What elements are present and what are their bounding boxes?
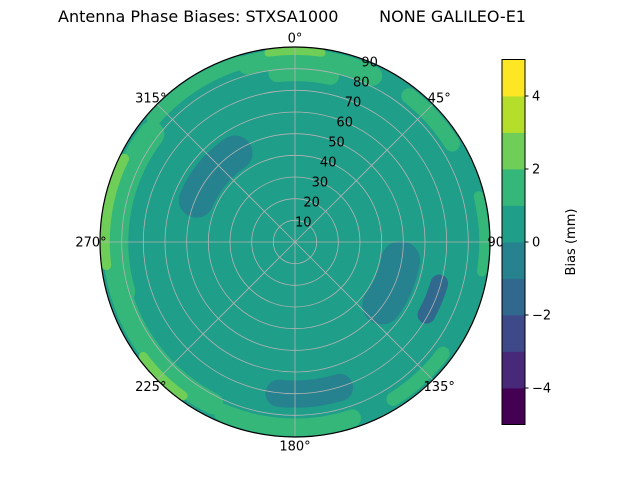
colorbar-tick-label: −4 bbox=[532, 382, 551, 397]
r-tick-label: 50 bbox=[328, 135, 345, 150]
theta-tick-label: 315° bbox=[135, 91, 166, 106]
colorbar-band bbox=[502, 132, 525, 170]
contour-region bbox=[100, 153, 129, 271]
contour-region bbox=[401, 88, 460, 152]
colorbar-band bbox=[502, 59, 525, 97]
colorbar-tick-label: −2 bbox=[532, 309, 551, 324]
theta-tick-label: 225° bbox=[135, 380, 166, 395]
r-tick-label: 20 bbox=[303, 196, 320, 211]
theta-tick-label: 180° bbox=[279, 440, 310, 455]
theta-tick-label: 135° bbox=[424, 380, 455, 395]
axis-tick-labels: 0°45°90°135°180°225°270°315°102030405060… bbox=[75, 32, 510, 455]
chart-title: Antenna Phase Biases: STXSA1000 NONE GAL… bbox=[58, 7, 526, 26]
contour-region bbox=[362, 241, 421, 325]
r-tick-label: 10 bbox=[295, 216, 312, 231]
contour-region bbox=[146, 56, 248, 127]
contour-region bbox=[417, 274, 449, 324]
contour-region bbox=[178, 135, 253, 218]
grid-spoke bbox=[294, 103, 434, 243]
contour-region bbox=[237, 49, 383, 86]
contour-region bbox=[138, 352, 188, 401]
theta-tick-label: 0° bbox=[288, 32, 303, 47]
theta-tick-label: 45° bbox=[428, 91, 451, 106]
grid-spoke bbox=[156, 103, 296, 243]
r-tick-label: 70 bbox=[345, 95, 362, 110]
colorbar-band bbox=[502, 388, 525, 425]
colorbar-tick-label: 4 bbox=[532, 90, 540, 105]
contour-region bbox=[386, 346, 450, 406]
colorbar-band bbox=[502, 169, 525, 206]
colorbar-tick-label: 0 bbox=[532, 236, 540, 251]
theta-tick-label: 270° bbox=[75, 236, 106, 251]
contour-region bbox=[213, 403, 361, 437]
colorbar-tick-label: 2 bbox=[532, 163, 540, 178]
contour-region bbox=[110, 284, 224, 415]
polar-outline bbox=[99, 46, 491, 438]
r-tick-label: 60 bbox=[336, 115, 353, 130]
grid-spoke bbox=[156, 241, 296, 381]
colorbar: −4 −2 0 2 4 Bias (mm) bbox=[501, 59, 579, 425]
contour-region bbox=[473, 191, 490, 277]
r-tick-label: 90 bbox=[361, 55, 378, 70]
colorbar-band bbox=[502, 242, 525, 279]
r-tick-label: 40 bbox=[320, 155, 337, 170]
colorbar-axis-label: Bias (mm) bbox=[564, 209, 579, 276]
r-tick-label: 80 bbox=[353, 75, 370, 90]
colorbar-band bbox=[502, 315, 525, 352]
colorbar-band bbox=[502, 278, 525, 316]
colorbar-band bbox=[502, 96, 525, 133]
contour-region bbox=[102, 121, 165, 305]
colorbar-band bbox=[502, 351, 525, 389]
grid-spoke bbox=[294, 241, 434, 381]
colorbar-band bbox=[502, 205, 525, 243]
contour-region bbox=[268, 63, 340, 85]
r-tick-label: 30 bbox=[312, 175, 329, 190]
